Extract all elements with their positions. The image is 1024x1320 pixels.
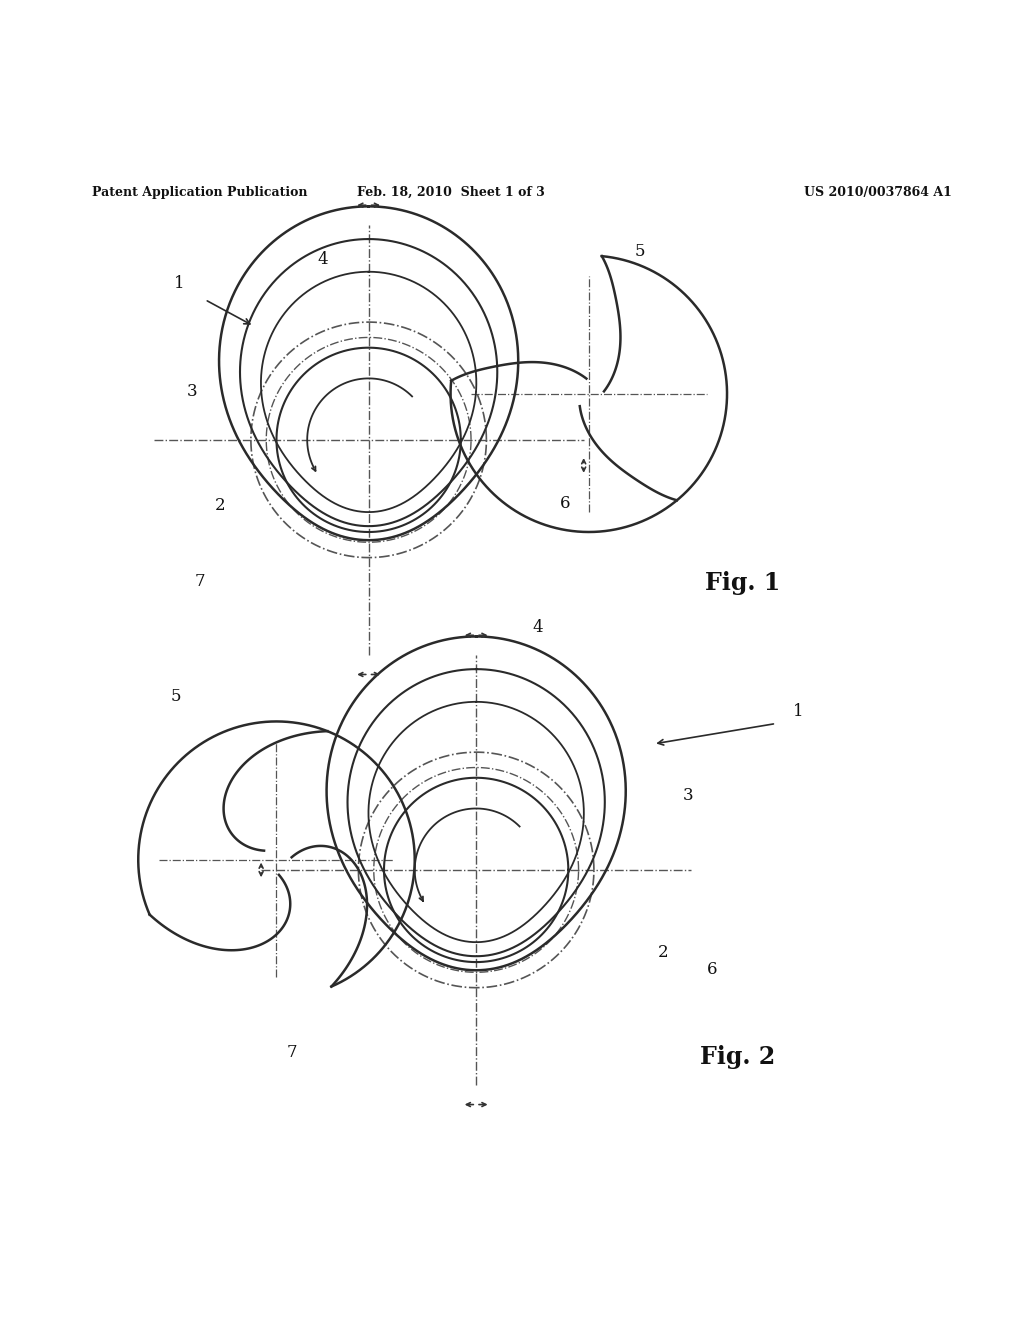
Text: 2: 2 [215,498,225,515]
Text: 7: 7 [287,1044,297,1061]
Text: Feb. 18, 2010  Sheet 1 of 3: Feb. 18, 2010 Sheet 1 of 3 [356,186,545,199]
Text: Fig. 2: Fig. 2 [699,1045,775,1069]
Text: 6: 6 [707,961,717,978]
Text: 7: 7 [195,573,205,590]
Text: 6: 6 [560,495,570,512]
Text: 5: 5 [171,688,181,705]
Text: 1: 1 [174,276,184,292]
Text: 3: 3 [683,787,693,804]
Text: 2: 2 [658,944,669,961]
Text: 1: 1 [794,704,804,721]
Text: Patent Application Publication: Patent Application Publication [92,186,307,199]
Text: US 2010/0037864 A1: US 2010/0037864 A1 [805,186,952,199]
Text: Fig. 1: Fig. 1 [705,572,780,595]
Text: 4: 4 [317,251,328,268]
Text: 3: 3 [187,383,198,400]
Text: 5: 5 [635,243,645,260]
Text: 4: 4 [532,619,543,636]
